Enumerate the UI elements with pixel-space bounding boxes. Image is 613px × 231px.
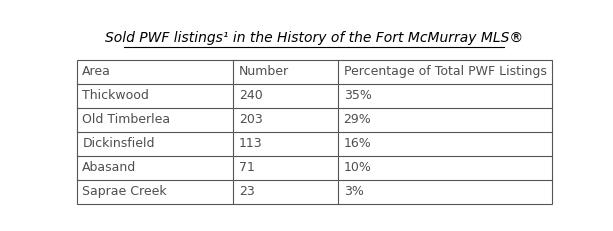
Text: Percentage of Total PWF Listings: Percentage of Total PWF Listings <box>344 65 547 78</box>
Text: 29%: 29% <box>344 113 371 126</box>
Text: Saprae Creek: Saprae Creek <box>82 185 167 198</box>
Text: Old Timberlea: Old Timberlea <box>82 113 170 126</box>
Text: 23: 23 <box>239 185 255 198</box>
Text: 3%: 3% <box>344 185 364 198</box>
Text: Abasand: Abasand <box>82 161 137 174</box>
Text: Thickwood: Thickwood <box>82 89 149 102</box>
Text: 10%: 10% <box>344 161 371 174</box>
Text: 35%: 35% <box>344 89 371 102</box>
Text: 113: 113 <box>239 137 263 150</box>
Text: Area: Area <box>82 65 111 78</box>
Text: 71: 71 <box>239 161 255 174</box>
Text: Sold PWF listings¹ in the History of the Fort McMurray MLS®: Sold PWF listings¹ in the History of the… <box>105 31 524 46</box>
Bar <box>77 60 552 204</box>
Text: Dickinsfield: Dickinsfield <box>82 137 155 150</box>
Text: 240: 240 <box>239 89 263 102</box>
Text: 203: 203 <box>239 113 263 126</box>
Text: Number: Number <box>239 65 289 78</box>
Text: 16%: 16% <box>344 137 371 150</box>
